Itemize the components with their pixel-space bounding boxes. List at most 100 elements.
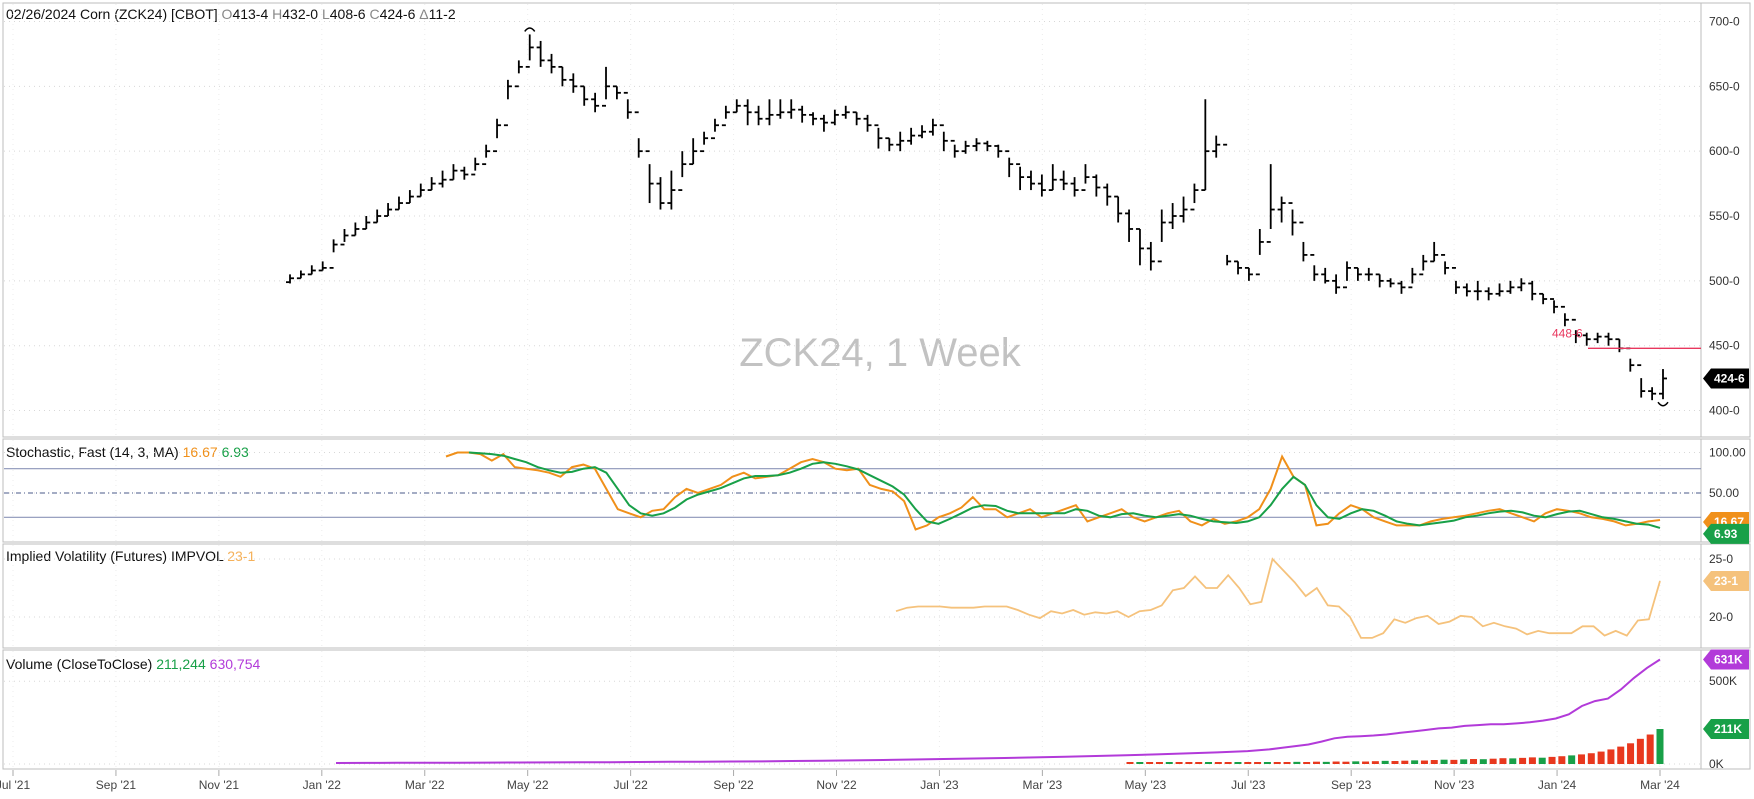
- ohlc-bar[interactable]: [612, 85, 621, 100]
- ohlc-bar[interactable]: [438, 170, 447, 188]
- ohlc-bar[interactable]: [482, 144, 491, 166]
- ohlc-bar[interactable]: [678, 151, 687, 191]
- ohlc-bar[interactable]: [950, 139, 959, 158]
- ohlc-bar[interactable]: [1441, 254, 1450, 275]
- ohlc-bar[interactable]: [852, 111, 861, 126]
- volume-bar[interactable]: [1509, 758, 1517, 764]
- volume-bar[interactable]: [1273, 762, 1281, 764]
- volume-bar[interactable]: [1146, 762, 1154, 764]
- volume-bar[interactable]: [1244, 762, 1252, 764]
- ohlc-bar[interactable]: [1234, 260, 1243, 275]
- ohlc-bar[interactable]: [1157, 209, 1166, 263]
- volume-bar[interactable]: [1371, 761, 1379, 764]
- ohlc-bar[interactable]: [1016, 163, 1025, 191]
- volume-bar[interactable]: [1401, 760, 1409, 764]
- ohlc-bar[interactable]: [1212, 135, 1221, 158]
- ohlc-bar[interactable]: [1604, 332, 1613, 346]
- volume-bar[interactable]: [1352, 761, 1360, 764]
- ohlc-bar[interactable]: [569, 73, 578, 93]
- ohlc-bar[interactable]: [1321, 267, 1330, 284]
- ohlc-bar[interactable]: [634, 111, 643, 158]
- ohlc-bar[interactable]: [1375, 273, 1384, 288]
- ohlc-bar[interactable]: [340, 228, 349, 246]
- ohlc-bar[interactable]: [819, 114, 828, 132]
- ohlc-bar[interactable]: [1005, 150, 1014, 178]
- ohlc-bar[interactable]: [1026, 170, 1035, 191]
- volume-bar[interactable]: [1587, 753, 1595, 764]
- ohlc-bar[interactable]: [1539, 292, 1548, 305]
- ohlc-bar[interactable]: [721, 105, 730, 127]
- ohlc-bar[interactable]: [1484, 287, 1493, 301]
- ohlc-bar[interactable]: [645, 150, 654, 204]
- volume-bar[interactable]: [1391, 761, 1399, 764]
- ohlc-bar[interactable]: [1517, 278, 1526, 292]
- ohlc-bar[interactable]: [1659, 369, 1667, 400]
- volume-bar[interactable]: [1656, 729, 1664, 764]
- volume-bar[interactable]: [1538, 757, 1546, 764]
- ohlc-bar[interactable]: [765, 99, 774, 126]
- ohlc-bar[interactable]: [394, 196, 403, 211]
- ohlc-bar[interactable]: [1223, 143, 1232, 266]
- ohlc-bar[interactable]: [1146, 241, 1155, 271]
- ohlc-bar[interactable]: [623, 91, 632, 119]
- volume-bar[interactable]: [1577, 754, 1585, 764]
- volume-bar[interactable]: [1528, 757, 1536, 764]
- volume-bar[interactable]: [1195, 762, 1203, 764]
- ohlc-bar[interactable]: [329, 239, 338, 269]
- ohlc-bar[interactable]: [928, 118, 937, 136]
- ohlc-bar[interactable]: [318, 261, 327, 272]
- ohlc-bar[interactable]: [1081, 164, 1090, 191]
- ohlc-bar[interactable]: [286, 274, 294, 284]
- ohlc-bar[interactable]: [1059, 170, 1068, 191]
- ohlc-bar[interactable]: [1037, 174, 1046, 197]
- ohlc-bar[interactable]: [1332, 274, 1341, 294]
- ohlc-bar[interactable]: [689, 138, 698, 166]
- ohlc-bar[interactable]: [1430, 241, 1439, 263]
- stoch-series-k[interactable]: [445, 451, 1661, 531]
- volume-bar[interactable]: [1185, 762, 1193, 764]
- ohlc-bar[interactable]: [918, 125, 927, 139]
- ohlc-bar[interactable]: [939, 124, 948, 152]
- volume-bar[interactable]: [1362, 761, 1370, 764]
- volume-bar[interactable]: [1136, 762, 1144, 764]
- volume-bar[interactable]: [1175, 762, 1183, 764]
- ohlc-bar[interactable]: [1550, 298, 1559, 314]
- volume-bar[interactable]: [1332, 761, 1340, 764]
- ohlc-bar[interactable]: [1506, 280, 1515, 294]
- ohlc-bar[interactable]: [493, 118, 502, 153]
- volume-bar[interactable]: [1460, 759, 1468, 764]
- ohlc-bar[interactable]: [809, 112, 818, 126]
- volume-bar[interactable]: [1617, 746, 1625, 764]
- ohlc-bar[interactable]: [667, 170, 676, 210]
- ohlc-bar[interactable]: [787, 99, 796, 119]
- volume-bar[interactable]: [1283, 762, 1291, 764]
- ohlc-bar[interactable]: [471, 157, 480, 176]
- ohlc-bar[interactable]: [416, 183, 425, 198]
- ohlc-bar[interactable]: [1277, 196, 1286, 223]
- ohlc-bar[interactable]: [1103, 183, 1112, 206]
- volume-bar[interactable]: [1303, 762, 1311, 764]
- ohlc-bar[interactable]: [427, 177, 436, 191]
- ohlc-bar[interactable]: [296, 270, 305, 280]
- ohlc-bar[interactable]: [1092, 174, 1101, 197]
- volume-bar[interactable]: [1489, 758, 1497, 764]
- volume-bar[interactable]: [1322, 761, 1330, 764]
- ohlc-bar[interactable]: [1593, 332, 1602, 344]
- ohlc-bar[interactable]: [1255, 228, 1264, 276]
- volume-bar[interactable]: [1155, 762, 1163, 764]
- ohlc-bar[interactable]: [362, 216, 371, 230]
- ohlc-bar[interactable]: [1582, 332, 1591, 346]
- volume-bar[interactable]: [1568, 755, 1576, 764]
- volume-bar[interactable]: [1254, 762, 1262, 764]
- ohlc-bar[interactable]: [514, 60, 523, 88]
- ohlc-bar[interactable]: [1288, 202, 1297, 236]
- ohlc-bar[interactable]: [1560, 305, 1569, 327]
- volume-bar[interactable]: [1558, 756, 1566, 764]
- ohlc-bar[interactable]: [405, 190, 414, 204]
- volume-bar[interactable]: [1499, 758, 1507, 764]
- ohlc-bar[interactable]: [1419, 254, 1428, 276]
- ohlc-bar[interactable]: [1135, 228, 1144, 266]
- ohlc-bar[interactable]: [656, 177, 665, 210]
- ohlc-bar[interactable]: [449, 164, 458, 181]
